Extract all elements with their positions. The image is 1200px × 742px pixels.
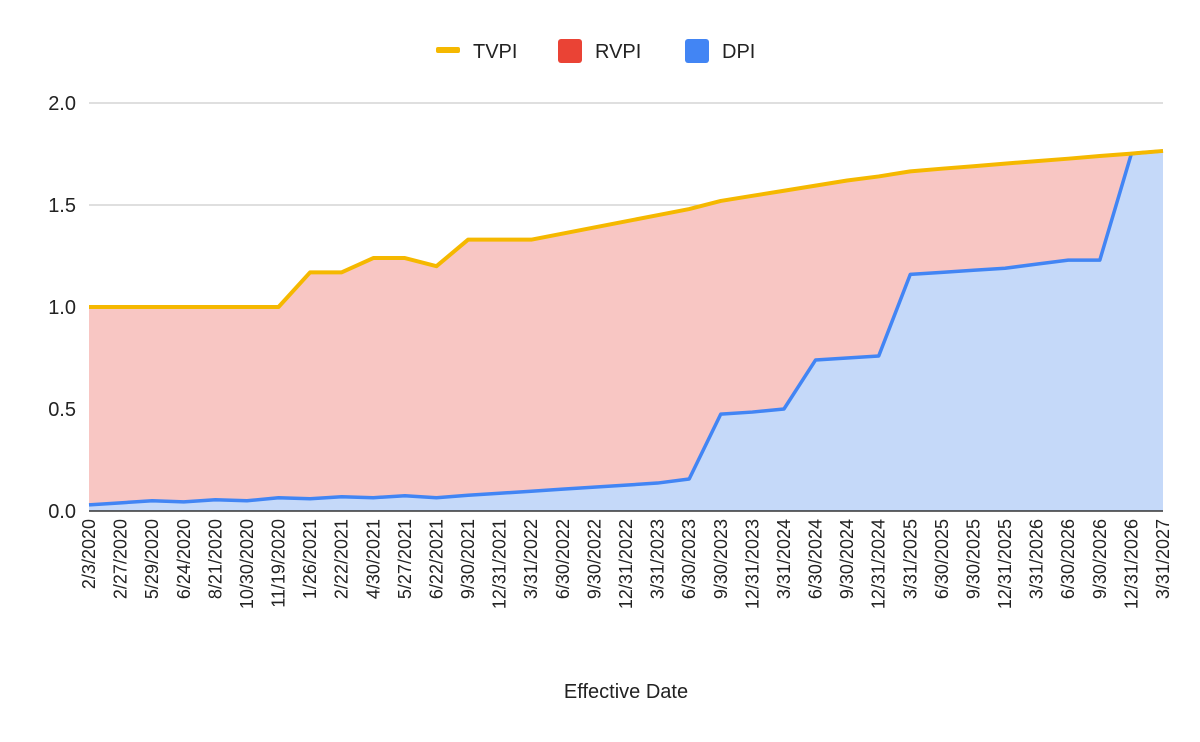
x-tick-label: 12/31/2021 [490, 519, 510, 609]
rvpi-area [89, 150, 1163, 505]
x-tick-label: 12/31/2023 [742, 519, 762, 609]
x-tick-label: 6/30/2025 [932, 519, 952, 599]
x-tick-label: 12/31/2024 [869, 519, 889, 609]
x-tick-label: 9/30/2025 [963, 519, 983, 599]
y-tick-label: 2.0 [48, 93, 76, 115]
legend-label: RVPI [595, 41, 641, 63]
legend-swatch [685, 39, 709, 63]
x-tick-label: 2/22/2021 [332, 519, 352, 599]
x-tick-label: 6/22/2021 [426, 519, 446, 599]
x-tick-label: 9/30/2023 [711, 519, 731, 599]
x-tick-label: 2/27/2020 [111, 519, 131, 599]
x-tick-label: 9/30/2022 [584, 519, 604, 599]
legend-label: TVPI [473, 41, 517, 63]
series-lines [88, 148, 1164, 507]
y-tick-label: 0.5 [48, 399, 76, 421]
x-tick-label: 6/30/2024 [806, 519, 826, 599]
x-tick-label: 12/31/2022 [616, 519, 636, 609]
x-tick-label: 6/30/2026 [1058, 519, 1078, 599]
x-tick-label: 3/31/2025 [900, 519, 920, 599]
x-tick-label: 8/21/2020 [205, 519, 225, 599]
x-tick-label: 6/30/2022 [553, 519, 573, 599]
x-tick-label: 3/31/2024 [774, 519, 794, 599]
y-axis-ticks: 0.0 0.5 1.0 1.5 2.0 [48, 93, 76, 523]
x-tick-label: 12/31/2026 [1121, 519, 1141, 609]
x-tick-label: 5/29/2020 [142, 519, 162, 599]
x-tick-label: 9/30/2026 [1090, 519, 1110, 599]
x-tick-label: 10/30/2020 [237, 519, 257, 609]
legend-item-dpi: DPI [685, 39, 755, 63]
x-tick-label: 4/30/2021 [363, 519, 383, 599]
x-tick-label: 6/24/2020 [174, 519, 194, 599]
x-tick-label: 9/30/2021 [458, 519, 478, 599]
x-tick-label: 1/26/2021 [300, 519, 320, 599]
x-axis-title: Effective Date [564, 681, 688, 703]
legend-label: DPI [722, 41, 755, 63]
x-tick-label: 2/3/2020 [79, 519, 99, 589]
y-tick-label: 0.0 [48, 501, 76, 523]
legend-swatch [436, 47, 460, 53]
series-areas [89, 150, 1163, 511]
legend: TVPI RVPI DPI [436, 39, 755, 63]
legend-item-rvpi: RVPI [558, 39, 641, 63]
x-tick-label: 3/31/2026 [1027, 519, 1047, 599]
x-tick-label: 5/27/2021 [395, 519, 415, 599]
x-tick-label: 12/31/2025 [995, 519, 1015, 609]
dpi-line [88, 149, 1164, 507]
legend-swatch [558, 39, 582, 63]
x-tick-label: 11/19/2020 [269, 519, 289, 608]
legend-item-tvpi: TVPI [436, 41, 517, 63]
x-tick-label: 3/31/2023 [648, 519, 668, 599]
x-tick-label: 3/31/2022 [521, 519, 541, 599]
y-tick-label: 1.5 [48, 195, 76, 217]
y-tick-label: 1.0 [48, 297, 76, 319]
x-tick-label: 6/30/2023 [679, 519, 699, 599]
x-tick-label: 3/31/2027 [1153, 519, 1173, 599]
tvpi-line [89, 148, 1164, 309]
x-axis-ticks: 2/3/2020 2/27/2020 5/29/2020 6/24/2020 8/21/… [79, 519, 1173, 609]
dpi-area [89, 150, 1163, 511]
x-tick-label: 9/30/2024 [837, 519, 857, 599]
